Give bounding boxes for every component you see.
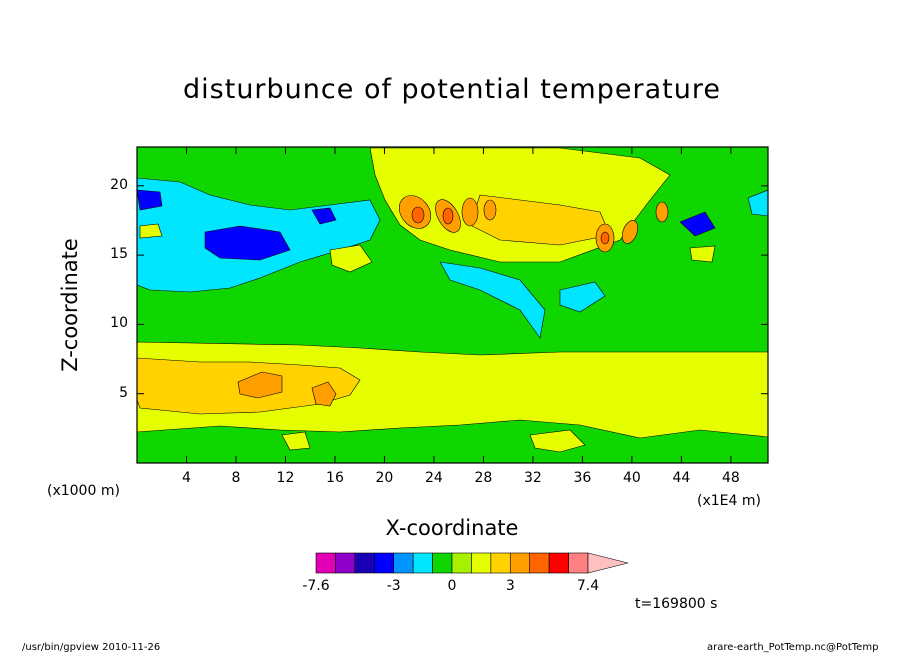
colorbar xyxy=(315,552,629,574)
x-tick-label: 40 xyxy=(622,470,641,486)
yellow-spot-2 xyxy=(689,245,716,263)
colorbar-label: -3 xyxy=(386,578,401,594)
colorbar-swatch xyxy=(373,552,395,574)
cyan-edge-right xyxy=(747,189,768,217)
x-tick-label: 8 xyxy=(231,470,241,486)
blue-blob-right xyxy=(679,211,716,237)
colorbar-label: 0 xyxy=(447,578,457,594)
colorbar-swatch xyxy=(432,552,453,574)
colorbar-end-arrow xyxy=(587,552,629,574)
x-tick-label: 32 xyxy=(523,470,542,486)
colorbar-swatch xyxy=(568,552,589,574)
yellow-spot-1 xyxy=(329,244,373,273)
colorbar-label: -7.6 xyxy=(302,578,330,594)
y-tick-label: 10 xyxy=(110,315,128,332)
colorbar-swatch xyxy=(548,552,569,574)
yellow-spot-3 xyxy=(529,429,586,453)
x-tick-label: 24 xyxy=(425,470,443,486)
colorbar-swatch xyxy=(315,552,336,574)
colorbar-swatch xyxy=(412,552,433,574)
x-tick-label: 48 xyxy=(721,470,740,486)
yellow-spot-4 xyxy=(281,431,311,451)
y-tick-label: 15 xyxy=(110,246,128,263)
footer-left: /usr/bin/gpview 2010-11-26 xyxy=(22,642,161,653)
x-tick-label: 36 xyxy=(573,470,592,486)
ripple-cores xyxy=(411,206,610,245)
yellow-dot-left xyxy=(139,223,163,239)
blue-edge-left xyxy=(137,189,163,211)
region-gold-upper xyxy=(469,194,611,246)
colorbar-swatch xyxy=(451,552,472,574)
plot-frame xyxy=(136,146,769,464)
colorbar-label: 7.4 xyxy=(576,578,600,594)
y-scale-note: (x1000 m) xyxy=(47,483,120,499)
blue-blob-small xyxy=(311,207,337,225)
orange-blob-1 xyxy=(237,371,283,399)
x-tick-label: 20 xyxy=(375,470,394,486)
colorbar-swatch xyxy=(529,552,550,574)
x-axis-label: X-coordinate xyxy=(385,516,519,540)
contour-fill xyxy=(137,147,768,463)
orange-blob-2 xyxy=(311,381,337,407)
colorbar-swatch xyxy=(335,552,356,574)
x-tick-label: 28 xyxy=(474,470,493,486)
colorbar-label: 3 xyxy=(505,578,515,594)
blue-blob-left xyxy=(204,225,291,261)
colorbar-swatch xyxy=(354,552,375,574)
x-tick-label: 4 xyxy=(182,470,191,486)
cyan-tongue-right xyxy=(559,281,606,313)
colorbar-swatch xyxy=(490,552,511,574)
footer-right: arare-earth_PotTemp.nc@PotTemp xyxy=(707,642,879,653)
x-tick-label: 44 xyxy=(672,470,691,486)
chart-title: disturbunce of potential temperature xyxy=(183,74,721,105)
cyan-tongue-center xyxy=(439,261,546,339)
y-tick-label: 5 xyxy=(119,384,128,401)
x-tick-label: 16 xyxy=(326,470,344,486)
x-scale-note: (x1E4 m) xyxy=(697,493,761,509)
colorbar-swatch xyxy=(393,552,414,574)
axis-ticks xyxy=(137,147,768,463)
colorbar-swatch xyxy=(471,552,492,574)
colorbar-swatch xyxy=(509,552,531,574)
y-tick-label: 20 xyxy=(110,176,128,193)
x-tick-label: 12 xyxy=(276,470,295,486)
y-axis-label: Z-coordinate xyxy=(58,238,82,372)
time-label: t=169800 s xyxy=(635,596,718,612)
